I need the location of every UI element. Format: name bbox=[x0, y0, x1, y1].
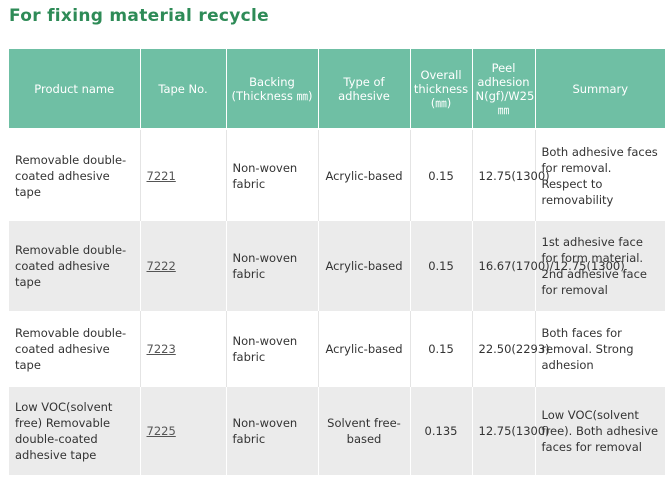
backing-cell: Non-woven fabric bbox=[226, 387, 319, 475]
table-row: Removable double-coated adhesive tape 72… bbox=[9, 129, 665, 221]
thickness-cell: 0.15 bbox=[410, 311, 473, 387]
header-backing: Backing (Thickness ㎜) bbox=[226, 49, 319, 130]
page-title: For fixing material recycle bbox=[9, 6, 269, 26]
header-adhesive-type: Type of adhesive bbox=[318, 49, 411, 130]
tape-no-cell: 7222 bbox=[140, 221, 227, 311]
header-overall-thickness: Overall thickness (㎜) bbox=[410, 49, 473, 130]
header-summary: Summary bbox=[535, 49, 665, 130]
summary-cell: Both adhesive faces for removal. Respect… bbox=[535, 129, 665, 221]
product-table: Product name Tape No. Backing (Thickness… bbox=[9, 49, 665, 475]
summary-cell: Low VOC(solvent free). Both adhesive fac… bbox=[535, 387, 665, 475]
adhesive-type-cell: Solvent free-based bbox=[318, 387, 411, 475]
tape-number-link[interactable]: 7221 bbox=[146, 168, 176, 183]
product-name-cell: Removable double-coated adhesive tape bbox=[9, 311, 141, 387]
tape-no-cell: 7221 bbox=[140, 129, 227, 221]
header-tape-no: Tape No. bbox=[140, 49, 227, 130]
thickness-cell: 0.15 bbox=[410, 221, 473, 311]
table-row: Removable double-coated adhesive tape 72… bbox=[9, 221, 665, 311]
thickness-cell: 0.135 bbox=[410, 387, 473, 475]
backing-cell: Non-woven fabric bbox=[226, 311, 319, 387]
adhesive-type-cell: Acrylic-based bbox=[318, 221, 411, 311]
adhesive-type-cell: Acrylic-based bbox=[318, 129, 411, 221]
adhesive-type-cell: Acrylic-based bbox=[318, 311, 411, 387]
tape-number-link[interactable]: 7222 bbox=[146, 259, 176, 273]
peel-adhesion-cell: 16.67(1700)/12.75(1300) bbox=[472, 221, 625, 311]
table-row: Removable double-coated adhesive tape 72… bbox=[9, 311, 665, 387]
table-header-row: Product name Tape No. Backing (Thickness… bbox=[9, 49, 665, 130]
tape-no-cell: 7225 bbox=[140, 387, 227, 475]
tape-number-link[interactable]: 7225 bbox=[146, 424, 176, 438]
product-name-cell: Removable double-coated adhesive tape bbox=[9, 129, 141, 221]
backing-cell: Non-woven fabric bbox=[226, 221, 319, 311]
header-peel-adhesion: Peel adhesion N(gf)/W25 ㎜ bbox=[472, 49, 536, 130]
summary-cell: Both faces for removal. Strong adhesion bbox=[535, 311, 665, 387]
table-row: Low VOC(solvent free) Removable double-c… bbox=[9, 387, 665, 475]
peel-adhesion-cell: 22.50(2293) bbox=[472, 311, 550, 387]
product-name-cell: Low VOC(solvent free) Removable double-c… bbox=[9, 387, 141, 475]
backing-cell: Non-woven fabric bbox=[226, 129, 319, 221]
tape-number-link[interactable]: 7223 bbox=[146, 342, 176, 356]
product-name-cell: Removable double-coated adhesive tape bbox=[9, 221, 141, 311]
tape-no-cell: 7223 bbox=[140, 311, 227, 387]
peel-adhesion-cell: 12.75(1300) bbox=[472, 129, 550, 221]
thickness-cell: 0.15 bbox=[410, 129, 473, 221]
header-product-name: Product name bbox=[9, 49, 141, 130]
summary-cell: 1st adhesive face for form material. 2nd… bbox=[535, 221, 665, 311]
peel-adhesion-cell: 12.75(1300) bbox=[472, 387, 550, 475]
